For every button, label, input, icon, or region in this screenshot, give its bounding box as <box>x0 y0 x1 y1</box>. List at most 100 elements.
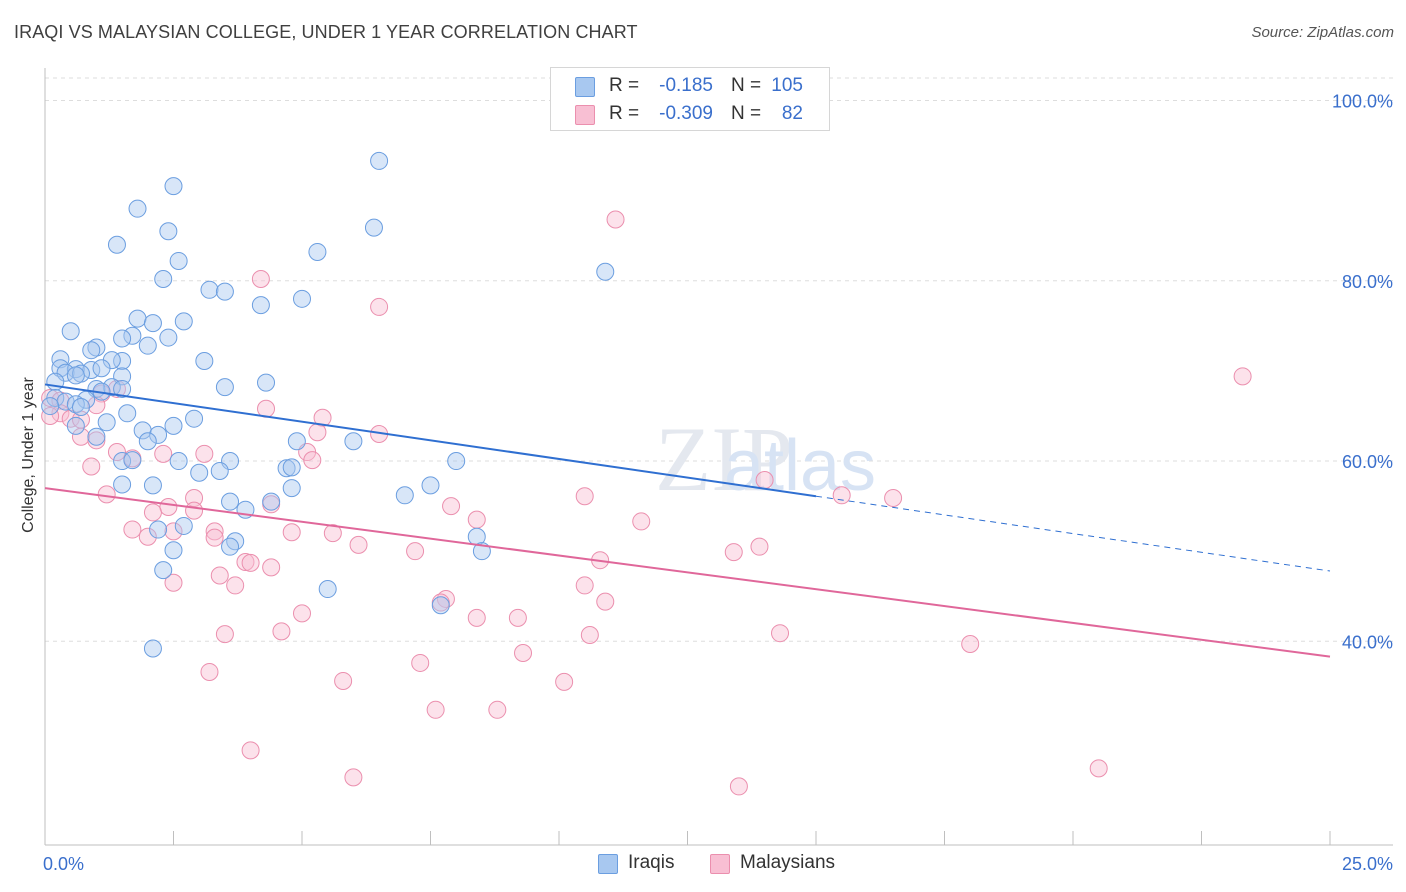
chart-title: IRAQI VS MALAYSIAN COLLEGE, UNDER 1 YEAR… <box>14 22 638 42</box>
malaysians-point <box>215 625 234 644</box>
iraqis-point <box>190 463 209 482</box>
iraqis-point <box>92 359 111 378</box>
iraqis-trend-line <box>44 383 817 498</box>
iraqis-point <box>143 476 162 495</box>
malaysians-point <box>241 553 260 572</box>
legend-row-iraqis: R = -0.185 N = 105 <box>551 72 829 100</box>
iraqis-point <box>395 486 414 505</box>
n-label: N = <box>731 75 762 96</box>
malaysians-swatch <box>575 105 595 125</box>
malaysians-point <box>71 427 90 446</box>
malaysians-point <box>185 501 204 520</box>
iraqis-point <box>200 280 219 299</box>
iraqis-point <box>87 427 106 446</box>
iraqis-point <box>97 413 116 432</box>
n-value: 82 <box>781 103 803 124</box>
iraqis-point <box>308 242 327 261</box>
series-legend: Iraqis Malaysians <box>0 852 1406 878</box>
malaysians-point <box>210 566 229 585</box>
iraqis-point <box>143 314 162 333</box>
iraqis-point <box>596 262 615 281</box>
iraqis-point <box>154 269 173 288</box>
x-tick-label: 0.0% <box>43 854 84 874</box>
iraqis-point <box>169 452 188 471</box>
iraqis-point <box>293 289 311 308</box>
malaysians-point <box>236 552 255 571</box>
iraqis-point <box>41 397 60 416</box>
source-label: Source: ZipAtlas.com <box>1251 24 1394 41</box>
malaysians-point <box>1089 759 1108 778</box>
iraqis-point <box>364 218 383 237</box>
malaysians-point <box>508 608 527 627</box>
iraqis-point <box>431 596 450 615</box>
watermark-text: ZIP <box>655 408 793 510</box>
iraqis-point <box>174 312 193 331</box>
malaysians-point <box>241 741 260 760</box>
malaysians-point <box>575 576 594 595</box>
malaysians-point <box>262 558 281 577</box>
malaysians-point <box>370 297 389 316</box>
malaysians-point <box>426 700 445 719</box>
y-tick-label: 100.0% <box>1332 92 1393 112</box>
iraqis-point <box>149 425 168 444</box>
iraqis-point <box>421 476 440 495</box>
iraqis-point <box>195 352 214 371</box>
iraqis-point <box>185 409 204 428</box>
malaysians-point <box>123 520 142 539</box>
iraqis-point <box>370 151 389 170</box>
iraqis-point <box>154 561 173 580</box>
iraqis-point <box>210 461 229 480</box>
malaysians-point <box>205 522 224 541</box>
malaysians-point <box>349 535 368 554</box>
iraqis-point <box>82 341 101 360</box>
watermark-text: atlas <box>724 426 876 506</box>
malaysians-point <box>334 671 353 690</box>
iraqis-point <box>128 199 147 218</box>
x-tick-label: 25.0% <box>1342 854 1393 874</box>
iraqis-point <box>277 459 296 478</box>
malaysians-point <box>596 592 615 611</box>
malaysians-point <box>442 497 461 516</box>
malaysians-point <box>555 672 574 691</box>
axes <box>44 68 1393 846</box>
malaysians-point <box>185 489 204 508</box>
malaysians-point <box>272 622 291 641</box>
iraqis-point <box>262 492 281 511</box>
malaysians-point <box>138 527 157 546</box>
malaysians-point <box>164 573 183 592</box>
iraqis-point <box>164 177 183 196</box>
iraqis-point <box>138 336 157 355</box>
malaysians-point <box>323 524 342 543</box>
r-label: R = <box>609 103 640 124</box>
iraqis-trend-extension <box>815 495 1331 572</box>
malaysians-point <box>580 625 599 644</box>
iraqis-point <box>287 432 306 451</box>
iraqis-point <box>215 378 234 397</box>
iraqis-point <box>113 379 132 398</box>
malaysians-point <box>961 635 980 654</box>
iraqis-point <box>61 322 80 341</box>
malaysians-point <box>226 576 245 595</box>
malaysians-point <box>87 396 106 415</box>
y-tick-label: 80.0% <box>1342 272 1393 292</box>
iraqis-point <box>66 416 85 435</box>
r-label: R = <box>609 75 640 96</box>
y-tick-label: 60.0% <box>1342 452 1393 472</box>
malaysians-point <box>771 624 790 643</box>
iraqis-point <box>107 235 126 254</box>
malaysians-point <box>750 537 769 556</box>
iraqis-point <box>251 296 270 315</box>
malaysians-point <box>514 644 533 663</box>
iraqis-point <box>66 366 85 385</box>
iraqis-point <box>128 309 147 328</box>
iraqis-point <box>113 352 132 371</box>
malaysians-point <box>282 523 301 542</box>
malaysians-point <box>200 662 219 681</box>
iraqis-point <box>87 338 106 357</box>
malaysians-point <box>406 542 425 561</box>
iraqis-point <box>174 516 193 535</box>
iraqis-point <box>149 520 168 539</box>
legend-label: Iraqis <box>628 852 675 873</box>
malaysians-point <box>467 510 486 529</box>
